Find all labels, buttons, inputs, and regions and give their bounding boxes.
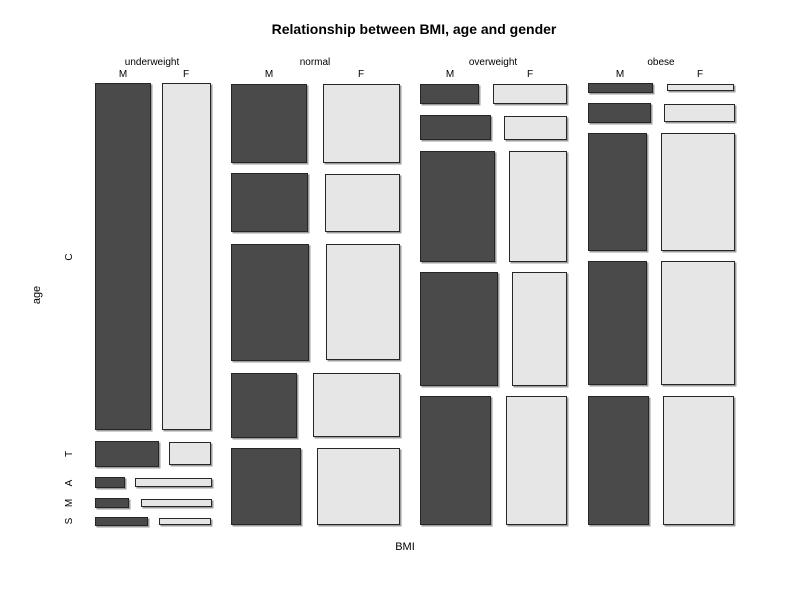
age-tick-label-T: T: [64, 450, 75, 458]
bmi-category-label-underweight: underweight: [124, 57, 180, 68]
y-axis-title: age: [31, 285, 43, 305]
mosaic-cell-overweight-C-M: [420, 84, 479, 104]
gender-label-obese-f: F: [696, 69, 704, 80]
mosaic-cell-underweight-C-F: [162, 83, 211, 430]
gender-label-overweight-f: F: [526, 69, 534, 80]
mosaic-cell-obese-C-F: [667, 84, 734, 91]
mosaic-cell-obese-T-M: [588, 103, 651, 123]
mosaic-cell-obese-A-M: [588, 133, 647, 251]
mosaic-cell-overweight-M-F: [512, 272, 567, 386]
mosaic-cell-overweight-A-M: [420, 151, 495, 262]
mosaic-cell-normal-M-M: [231, 373, 297, 438]
gender-label-normal-m: M: [264, 69, 274, 80]
gender-label-underweight-f: F: [182, 69, 190, 80]
x-axis-title: BMI: [395, 541, 415, 553]
mosaic-cell-overweight-T-M: [420, 115, 491, 140]
gender-label-underweight-m: M: [118, 69, 128, 80]
bmi-category-label-overweight: overweight: [468, 57, 518, 68]
gender-label-overweight-m: M: [445, 69, 455, 80]
mosaic-cell-underweight-M-F: [141, 499, 212, 507]
mosaic-cell-overweight-A-F: [509, 151, 567, 262]
mosaic-cell-obese-S-M: [588, 396, 649, 525]
mosaic-cell-normal-M-F: [313, 373, 400, 437]
mosaic-cell-obese-A-F: [661, 133, 735, 251]
mosaic-cell-overweight-S-M: [420, 396, 491, 525]
chart-title: Relationship between BMI, age and gender: [271, 21, 557, 37]
mosaic-cell-normal-A-M: [231, 244, 309, 361]
age-tick-label-A: A: [64, 479, 75, 487]
bmi-category-label-obese: obese: [647, 57, 675, 68]
age-tick-label-S: S: [64, 517, 75, 525]
mosaic-cell-normal-A-F: [326, 244, 400, 360]
bmi-category-label-normal: normal: [299, 57, 331, 68]
mosaic-cell-obese-M-F: [661, 261, 735, 385]
mosaic-cell-overweight-C-F: [493, 84, 567, 104]
mosaic-cell-normal-T-F: [325, 174, 400, 232]
mosaic-cell-obese-T-F: [664, 104, 735, 122]
age-tick-label-M: M: [64, 498, 75, 508]
mosaic-cell-overweight-M-M: [420, 272, 498, 386]
mosaic-cell-underweight-A-M: [95, 477, 125, 488]
mosaic-cell-underweight-A-F: [135, 478, 212, 487]
mosaic-cell-underweight-T-F: [169, 442, 211, 465]
mosaic-cell-underweight-T-M: [95, 441, 159, 467]
mosaic-cell-underweight-M-M: [95, 498, 129, 508]
mosaic-cell-obese-M-M: [588, 261, 647, 385]
age-tick-label-C: C: [64, 253, 75, 261]
mosaic-cell-normal-T-M: [231, 173, 308, 232]
mosaic-cell-obese-S-F: [663, 396, 734, 525]
mosaic-cell-normal-S-M: [231, 448, 301, 525]
mosaic-cell-overweight-S-F: [506, 396, 567, 525]
gender-label-normal-f: F: [357, 69, 365, 80]
mosaic-cell-normal-C-M: [231, 84, 307, 163]
mosaic-cell-obese-C-M: [588, 83, 653, 93]
mosaic-cell-underweight-S-M: [95, 517, 148, 526]
mosaic-cell-underweight-S-F: [159, 518, 211, 525]
gender-label-obese-m: M: [615, 69, 625, 80]
mosaic-cell-normal-C-F: [323, 84, 400, 163]
mosaic-cell-overweight-T-F: [504, 116, 567, 140]
mosaic-cell-normal-S-F: [317, 448, 400, 525]
mosaic-cell-underweight-C-M: [95, 83, 151, 430]
